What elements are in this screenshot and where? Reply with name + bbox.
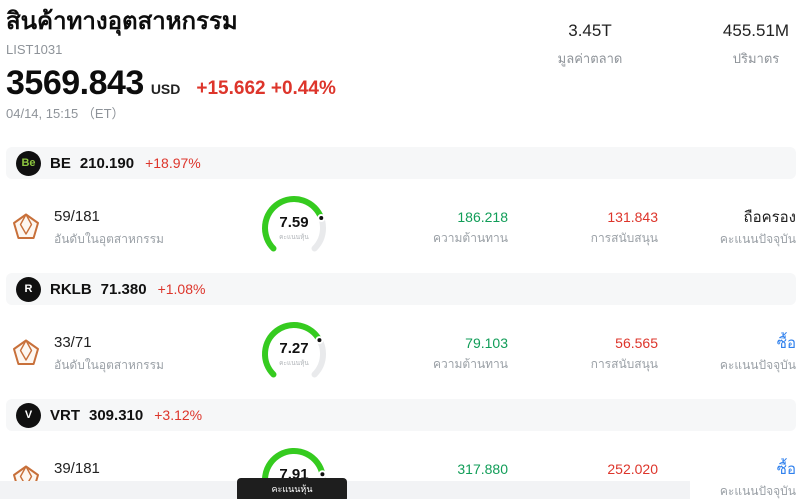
- stock-ticker: VRT: [50, 406, 80, 424]
- signal-value[interactable]: ซื้อ: [776, 460, 796, 478]
- stock-detail-row[interactable]: 33/71 อันดับในอุตสาหกรรม 7.27 คะแนนหุ้น …: [6, 313, 800, 393]
- score-value: 7.27: [279, 340, 309, 357]
- industry-rank-value: 39/181: [54, 460, 100, 477]
- score-gauge-cell: 7.59 คะแนนหุ้น: [208, 190, 380, 264]
- stock-price: 71.380: [100, 280, 147, 298]
- support-label: การสนับสนุน: [590, 357, 658, 371]
- market-cap-value: 3.45T: [568, 21, 612, 40]
- stock-logo-icon: Be: [16, 150, 41, 176]
- volume-value: 455.51M: [722, 21, 790, 40]
- currency-label: USD: [150, 81, 181, 97]
- resistance-value: 79.103: [465, 335, 508, 351]
- resistance-cell: 186.218 ความต้านทาน: [380, 208, 508, 246]
- industry-rank-value: 33/71: [54, 334, 92, 351]
- stock-header-row[interactable]: R RKLB 71.380 +1.08%: [6, 273, 796, 305]
- package-box-icon: [13, 339, 39, 365]
- page-header: สินค้าทางอุตสาหกรรม LIST1031 3569.843 US…: [6, 6, 800, 123]
- industry-rank-text: 59/181 อันดับในอุตสาหกรรม: [54, 207, 164, 247]
- stock-logo-icon: V: [16, 402, 41, 428]
- volume-label: ปริมาตร: [732, 51, 780, 66]
- support-value: 56.565: [615, 335, 658, 351]
- support-cell: 131.843 การสนับสนุน: [508, 208, 658, 246]
- page-title: สินค้าทางอุตสาหกรรม: [6, 8, 238, 35]
- score-gauge-cell: 7.27 คะแนนหุ้น: [208, 316, 380, 390]
- stock-change: +3.12%: [154, 407, 203, 423]
- market-cap-label: มูลค่าตลาด: [557, 51, 623, 66]
- stock-logo-icon: R: [16, 276, 41, 302]
- score-gauge[interactable]: 7.59 คะแนนหุ้น: [252, 190, 336, 264]
- stock-price: 309.310: [89, 406, 144, 424]
- signal-label: คะแนนปัจจุบัน: [719, 357, 796, 372]
- industry-rank-cell: 59/181 อันดับในอุตสาหกรรม: [10, 207, 208, 247]
- stock-price: 210.190: [79, 154, 135, 172]
- score-gauge[interactable]: 7.27 คะแนนหุ้น: [252, 316, 336, 390]
- stock-ticker: RKLB: [50, 280, 92, 298]
- signal-value[interactable]: ถือครอง: [743, 208, 796, 226]
- stock-detail-row[interactable]: 59/181 อันดับในอุตสาหกรรม 7.59 คะแนนหุ้น…: [6, 187, 800, 267]
- industry-rank-label: อันดับในอุตสาหกรรม: [54, 232, 164, 246]
- index-change: +15.662 +0.44%: [196, 78, 336, 99]
- support-value: 252.020: [607, 461, 658, 477]
- support-cell: 56.565 การสนับสนุน: [508, 334, 658, 372]
- score-gauge-text: 7.27 คะแนนหุ้น: [252, 340, 336, 368]
- score-tooltip: คะแนนหุ้น: [237, 478, 347, 499]
- header-stats: 3.45T มูลค่าตลาด 455.51M ปริมาตร: [552, 20, 794, 69]
- quote-timestamp: 04/14, 15:15 （ET）: [6, 106, 125, 121]
- stock-header-row[interactable]: V VRT 309.310 +3.12%: [6, 399, 796, 431]
- resistance-value: 186.218: [457, 209, 508, 225]
- stock-header-row[interactable]: Be BE 210.190 +18.97%: [6, 147, 796, 179]
- score-value: 7.59: [279, 214, 309, 231]
- score-gauge-arc: [262, 322, 326, 378]
- industry-rank-label: อันดับในอุตสาหกรรม: [54, 358, 164, 372]
- stock-section: V VRT 309.310 +3.12% 39/181 อันดับในอุตส…: [6, 399, 800, 499]
- score-gauge-arc: [262, 196, 326, 252]
- signal-label: คะแนนปัจจุบัน: [719, 483, 796, 498]
- signal-cell: ถือครอง คะแนนปัจจุบัน: [658, 208, 800, 247]
- resistance-label: ความต้านทาน: [433, 231, 508, 245]
- signal-cell: ซื้อ คะแนนปัจจุบัน: [658, 460, 800, 499]
- industry-rank-value: 59/181: [54, 208, 100, 225]
- signal-label: คะแนนปัจจุบัน: [719, 231, 796, 246]
- list-id: LIST1031: [6, 42, 63, 57]
- stock-change: +18.97%: [145, 155, 201, 171]
- support-value: 131.843: [607, 209, 658, 225]
- score-gauge-text: 7.59 คะแนนหุ้น: [252, 214, 336, 242]
- industry-rank-text: 33/71 อันดับในอุตสาหกรรม: [54, 333, 164, 373]
- package-box-icon: [13, 213, 39, 239]
- signal-cell: ซื้อ คะแนนปัจจุบัน: [658, 334, 800, 373]
- support-label: การสนับสนุน: [590, 231, 658, 245]
- score-sublabel: คะแนนหุ้น: [279, 234, 309, 241]
- resistance-label: ความต้านทาน: [433, 357, 508, 371]
- industry-rank-cell: 33/71 อันดับในอุตสาหกรรม: [10, 333, 208, 373]
- index-price-row: 3569.843 USD +15.662 +0.44%: [6, 63, 800, 103]
- index-price: 3569.843: [6, 64, 144, 102]
- resistance-value: 317.880: [457, 461, 508, 477]
- stock-section: R RKLB 71.380 +1.08% 33/71 อันดับในอุตสา…: [6, 273, 800, 393]
- resistance-cell: 79.103 ความต้านทาน: [380, 334, 508, 372]
- volume-stat: 455.51M ปริมาตร: [718, 20, 794, 69]
- stock-detail-row[interactable]: 39/181 อันดับในอุตสาหกรรม 7.91 คะแนนหุ้น…: [6, 439, 800, 499]
- signal-value[interactable]: ซื้อ: [776, 334, 796, 352]
- stock-list: Be BE 210.190 +18.97% 59/181 อันดับในอุต…: [6, 147, 800, 499]
- score-sublabel: คะแนนหุ้น: [279, 360, 309, 367]
- stock-change: +1.08%: [157, 281, 206, 297]
- stock-ticker: BE: [50, 154, 71, 172]
- stock-section: Be BE 210.190 +18.97% 59/181 อันดับในอุต…: [6, 147, 800, 267]
- market-cap-stat: 3.45T มูลค่าตลาด: [552, 20, 628, 69]
